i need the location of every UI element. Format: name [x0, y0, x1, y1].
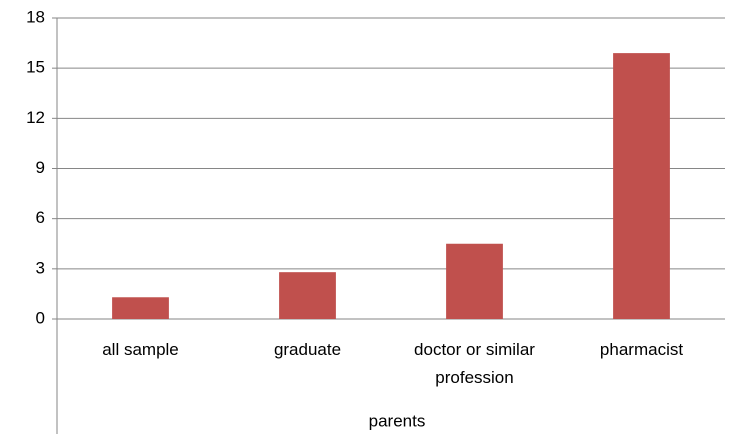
x-tick-label: graduate — [273, 340, 342, 359]
bar — [446, 243, 503, 319]
x-tick-label: doctor or similar profession — [414, 340, 535, 387]
bar — [613, 53, 670, 319]
y-tick-label: 18 — [26, 7, 45, 26]
y-tick-label: 0 — [36, 308, 45, 327]
x-tick-label: pharmacist — [599, 340, 684, 359]
x-axis-label: parents — [369, 411, 426, 430]
y-tick-label: 12 — [26, 108, 45, 127]
y-tick-label: 6 — [36, 208, 45, 227]
y-tick-label: 15 — [26, 58, 45, 77]
y-tick-label: 9 — [36, 158, 45, 177]
bar — [112, 297, 169, 319]
y-tick-label: 3 — [36, 258, 45, 277]
x-tick-label: all sample — [102, 340, 179, 359]
bar — [279, 272, 336, 319]
